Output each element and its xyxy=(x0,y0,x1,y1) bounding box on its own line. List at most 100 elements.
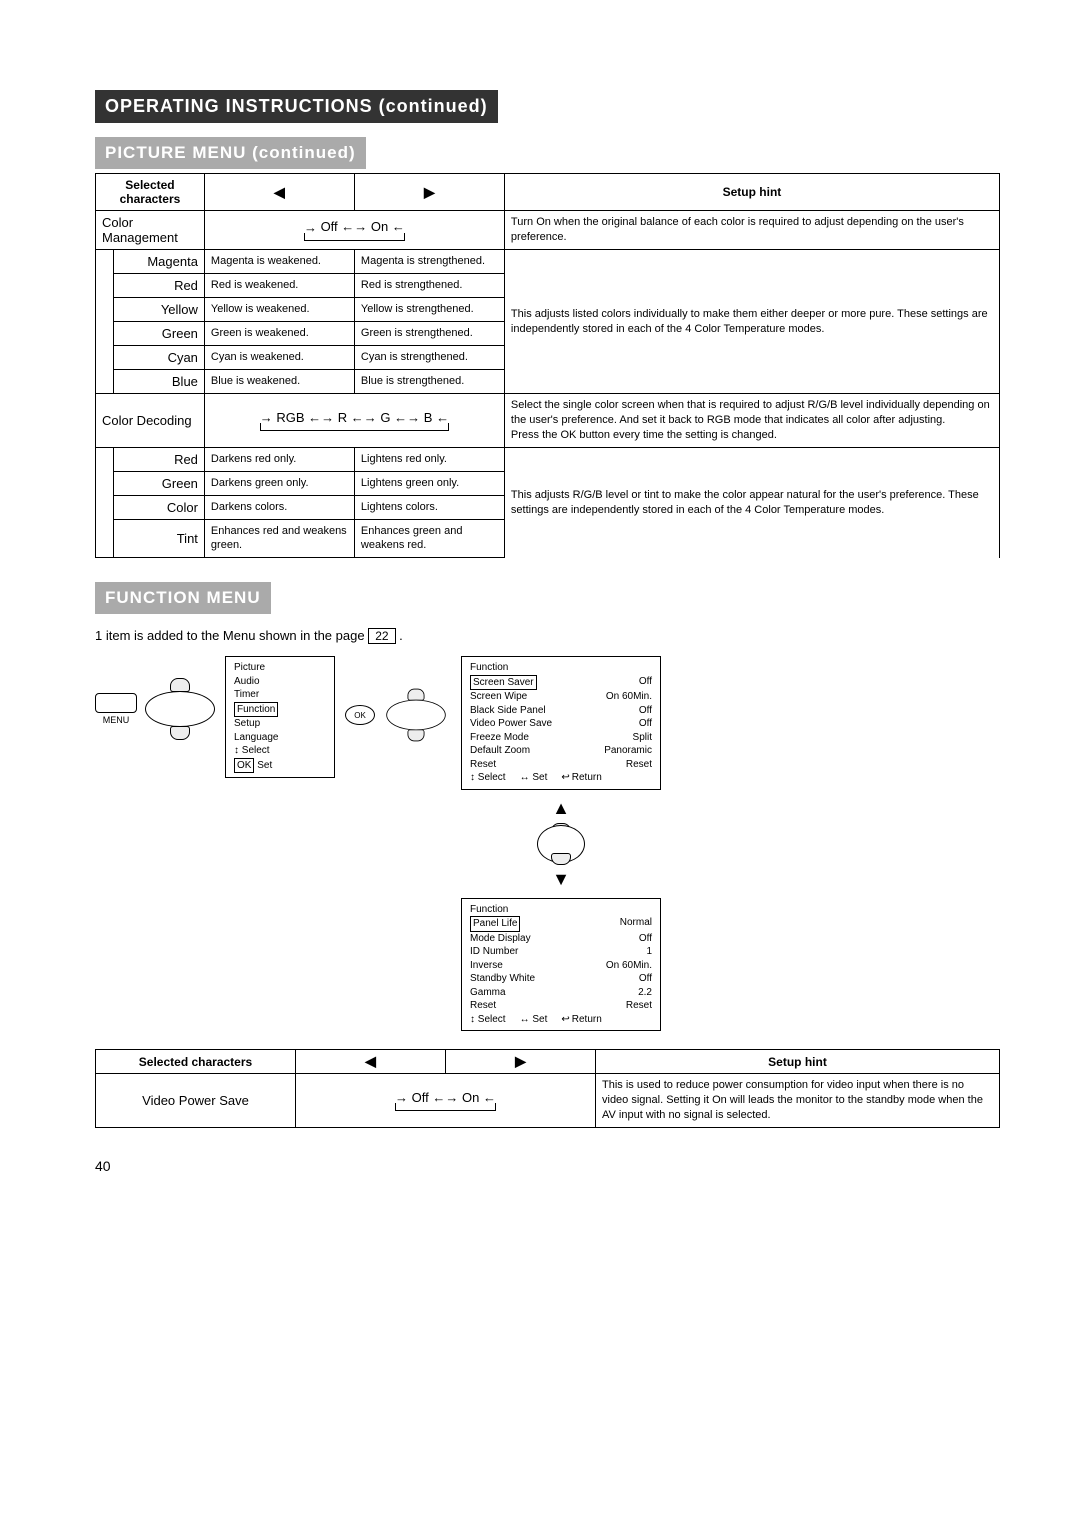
th-hint: Setup hint xyxy=(596,1050,1000,1074)
cell: Red is strengthened. xyxy=(354,274,504,298)
osd-foot: Set xyxy=(257,760,272,771)
osd-item: Setup xyxy=(234,717,326,731)
th-hint: Setup hint xyxy=(504,174,999,211)
triangle-right-icon xyxy=(515,1054,526,1068)
osd-row-v: 1 xyxy=(646,945,652,959)
arrow-right-icon: → xyxy=(260,410,273,425)
hint-color-decoding: Select the single color screen when that… xyxy=(504,394,999,448)
osd-row-k: Gamma xyxy=(470,986,506,1000)
cell: Blue is strengthened. xyxy=(354,370,504,394)
triangle-left-icon xyxy=(274,185,285,199)
arrow-left-icon: ← xyxy=(483,1090,496,1105)
cell: Green is weakened. xyxy=(204,322,354,346)
arrow-right-icon: → xyxy=(304,220,317,235)
osd-row-k: Screen Wipe xyxy=(470,690,527,704)
cell: Cyan is weakened. xyxy=(204,346,354,370)
osd-row-v: Reset xyxy=(626,999,652,1013)
row-color-decoding: Color Decoding xyxy=(96,394,205,448)
arrow-lr-icon: ←→ xyxy=(351,410,381,425)
leftright-icon: ↔ xyxy=(520,1014,530,1025)
osd-row-v: Off xyxy=(639,972,652,986)
heading-operating: OPERATING INSTRUCTIONS (continued) xyxy=(95,90,498,123)
arrow-down-icon: ▼ xyxy=(552,869,570,890)
osd-foot: Select xyxy=(478,772,506,783)
th-right-arrow xyxy=(354,174,504,211)
triangle-left-icon xyxy=(365,1054,376,1068)
cell: Yellow is strengthened. xyxy=(354,298,504,322)
cell: Magenta is strengthened. xyxy=(354,250,504,274)
heading-function: FUNCTION MENU xyxy=(95,582,271,614)
osd-foot: Set xyxy=(532,772,547,783)
arrow-lr-icon: ←→ xyxy=(308,410,338,425)
function-note-text: 1 item is added to the Menu shown in the… xyxy=(95,628,365,643)
updown-icon: ↕ xyxy=(470,772,475,783)
cell: Cyan is strengthened. xyxy=(354,346,504,370)
osd-row-v: 2.2 xyxy=(638,986,652,1000)
row-cyan: Cyan xyxy=(114,346,204,370)
cycle-g: G xyxy=(380,410,390,425)
cell: Darkens colors. xyxy=(204,495,354,519)
ok-button-icon: OK xyxy=(345,705,375,725)
arrow-lr-icon: ←→ xyxy=(394,410,424,425)
osd-function-2: Function Panel Life Normal Mode Display Of… xyxy=(461,898,661,1032)
triangle-right-icon xyxy=(424,185,435,199)
row-video-power-save: Video Power Save xyxy=(96,1074,296,1128)
osd-row-k: Freeze Mode xyxy=(470,731,529,745)
arrow-lr-icon: ←→ xyxy=(341,219,371,234)
th-selected: Selected characters xyxy=(96,174,205,211)
arrow-lr-icon: ←→ xyxy=(432,1090,462,1105)
osd-row-v: Normal xyxy=(620,916,652,932)
th-left-arrow xyxy=(296,1050,446,1074)
cycle-on: On xyxy=(462,1090,479,1105)
leftright-icon: ↔ xyxy=(520,772,530,783)
row-color-management: Color Management xyxy=(96,211,205,250)
cell: Lightens colors. xyxy=(354,495,504,519)
osd-row-v: Reset xyxy=(626,758,652,772)
osd-row-v: Panoramic xyxy=(604,744,652,758)
osd-row-k: Panel Life xyxy=(470,916,520,932)
row-cd-color: Color xyxy=(114,495,204,519)
cell: Darkens red only. xyxy=(204,447,354,471)
th-selected: Selected characters xyxy=(96,1050,296,1074)
cell: Lightens red only. xyxy=(354,447,504,471)
osd-row-v: On 60Min. xyxy=(606,690,652,704)
menu-label: MENU xyxy=(103,715,130,725)
arrow-right-icon: → xyxy=(395,1090,412,1105)
cycle-rgb: → RGB ←→ R ←→ G ←→ B ← xyxy=(204,394,504,448)
row-cd-green: Green xyxy=(114,471,204,495)
osd-main-menu: Picture Audio Timer Function Setup Langu… xyxy=(225,656,335,778)
hint-video-power-save: This is used to reduce power consumption… xyxy=(596,1074,1000,1128)
dpad-icon xyxy=(517,825,605,863)
cell: Blue is weakened. xyxy=(204,370,354,394)
function-menu-table: Selected characters Setup hint Video Pow… xyxy=(95,1049,1000,1128)
osd-item: Audio xyxy=(234,675,326,689)
osd-item: Timer xyxy=(234,688,326,702)
cell: Darkens green only. xyxy=(204,471,354,495)
cycle-b: B xyxy=(424,410,433,425)
osd-row-k: Mode Display xyxy=(470,932,531,946)
osd-row-k: Black Side Panel xyxy=(470,704,546,718)
page: OPERATING INSTRUCTIONS (continued) PICTU… xyxy=(0,0,1080,1214)
hint-cm-group: This adjusts listed colors individually … xyxy=(504,250,999,394)
osd-foot: Select xyxy=(242,745,270,756)
ok-box-icon: OK xyxy=(234,758,254,774)
cell: Red is weakened. xyxy=(204,274,354,298)
osd-row-k: Standby White xyxy=(470,972,535,986)
function-note: 1 item is added to the Menu shown in the… xyxy=(95,628,1000,644)
cycle-r: R xyxy=(338,410,347,425)
osd-foot: Set xyxy=(532,1014,547,1025)
cell: Yellow is weakened. xyxy=(204,298,354,322)
osd-row-k: Reset xyxy=(470,999,496,1013)
osd-row-k: ID Number xyxy=(470,945,518,959)
osd-title: Function xyxy=(470,903,652,917)
th-right-arrow xyxy=(446,1050,596,1074)
arrow-left-icon: ← xyxy=(392,219,405,234)
osd-foot-return: Return xyxy=(561,1013,601,1027)
heading-picture: PICTURE MENU (continued) xyxy=(95,137,366,169)
osd-row-v: Split xyxy=(633,731,652,745)
osd-item: Language xyxy=(234,731,326,745)
osd-row-v: On 60Min. xyxy=(606,959,652,973)
page-ref: 22 xyxy=(368,628,395,644)
cycle-off-on: → Off ←→ On ← xyxy=(296,1074,596,1128)
osd-item-highlight: Function xyxy=(234,702,278,718)
